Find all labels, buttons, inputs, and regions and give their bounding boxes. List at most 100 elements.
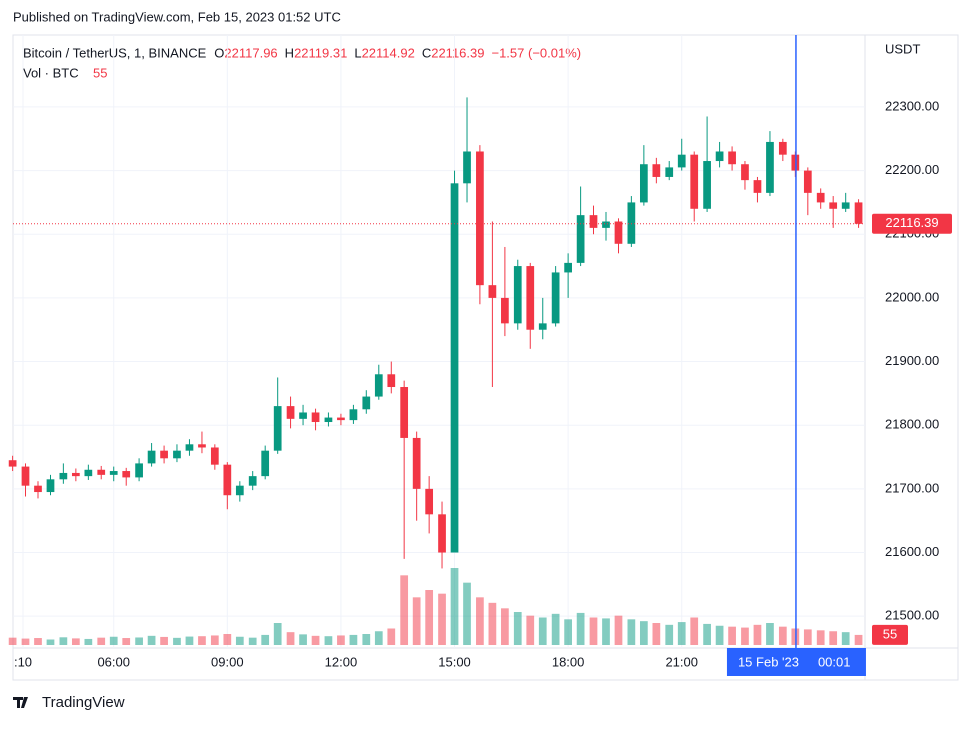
volume-bar: [450, 568, 459, 645]
volume-bar: [223, 634, 232, 645]
candle-body: [311, 412, 320, 423]
candle-body: [349, 409, 358, 421]
candle-body: [8, 460, 17, 467]
ohlc-value: 22119.31: [294, 45, 347, 60]
candle-body: [109, 471, 118, 475]
candle-body: [639, 164, 648, 203]
volume-bar: [400, 575, 409, 645]
volume-bar: [614, 615, 623, 645]
candle-body: [703, 161, 711, 209]
volume-bar: [526, 615, 535, 645]
volume-bar: [665, 624, 674, 645]
volume-bar: [829, 631, 838, 645]
candle-body: [425, 488, 434, 515]
ohlc-value: 22116.39: [431, 45, 484, 60]
volume-bar: [173, 637, 181, 645]
logo: [13, 697, 28, 708]
volume-bar: [488, 602, 497, 645]
candle-body: [488, 285, 497, 298]
volume-value: 55: [93, 65, 107, 80]
volume-bar: [639, 621, 648, 645]
candle-body: [400, 387, 409, 438]
candle-body: [438, 514, 446, 553]
volume-bar: [602, 618, 610, 645]
volume-bar: [286, 632, 295, 645]
candle-body: [665, 167, 674, 177]
candle-body: [677, 154, 686, 168]
candle-body: [829, 202, 838, 209]
candle-body: [160, 450, 168, 459]
candle-body: [614, 221, 623, 244]
ohlc-letter: C: [422, 45, 431, 60]
published-note: Published on TradingView.com, Feb 15, 20…: [13, 9, 341, 24]
candle-body: [564, 262, 572, 273]
ohlc-letter: L: [354, 45, 361, 60]
candle-body: [766, 141, 774, 193]
volume-bar: [841, 632, 850, 645]
volume-bar: [513, 612, 522, 645]
volume-bar: [147, 635, 156, 645]
volume-bar: [501, 608, 509, 645]
candle-body: [337, 417, 345, 421]
chart-frame: [12, 34, 959, 681]
candle-body: [261, 450, 270, 477]
volume-bar: [476, 597, 484, 645]
x-tick-label: :10: [14, 654, 32, 669]
volume-bar: [425, 590, 434, 645]
axis-unit: USDT: [885, 41, 920, 56]
candle-body: [387, 374, 396, 388]
x-tick-label: 15:00: [438, 654, 471, 669]
candle-body: [46, 479, 55, 493]
volume-bar: [374, 631, 383, 645]
candle-body: [551, 272, 560, 324]
volume-bar: [778, 626, 787, 645]
volume-bar: [677, 622, 686, 645]
volume-bar: [816, 630, 825, 645]
candle-body: [173, 450, 181, 459]
volume-bar: [538, 617, 547, 645]
candle-body: [122, 471, 131, 478]
volume-bar: [576, 612, 585, 645]
last-price-label: 22116.39: [885, 215, 938, 230]
candle-body: [690, 154, 699, 209]
x-tick-label: 21:00: [665, 654, 698, 669]
candle-body: [513, 266, 522, 324]
volume-bar: [109, 636, 118, 645]
volume-bar: [71, 638, 80, 645]
change: −1.57 (−0.01%): [491, 45, 581, 60]
candle-body: [476, 151, 484, 286]
volume-bar: [589, 617, 598, 645]
volume-bar: [551, 613, 560, 645]
volume-bar: [766, 623, 774, 645]
candle-body: [374, 374, 383, 397]
volume-bar: [463, 582, 471, 645]
x-tick-label: 18:00: [552, 654, 585, 669]
volume-bar: [803, 629, 812, 645]
y-tick-label: 22200.00: [885, 162, 939, 177]
y-tick-label: 21600.00: [885, 544, 939, 559]
candle-body: [248, 476, 257, 486]
ohlc-letter: O: [214, 45, 224, 60]
candle-body: [235, 485, 244, 496]
volume-bar: [235, 636, 244, 645]
candle-body: [652, 164, 661, 177]
volume-bar: [299, 634, 307, 645]
candle-body: [501, 297, 509, 324]
volume-bar: [21, 638, 30, 645]
volume-bar: [652, 623, 661, 645]
candle-body: [324, 417, 333, 423]
ohlc-letter: H: [285, 45, 294, 60]
candle-body: [816, 192, 825, 203]
candle-body: [627, 202, 636, 244]
candle-body: [210, 447, 219, 465]
candle-body: [728, 151, 736, 165]
candle-body: [84, 469, 93, 477]
candle-body: [34, 485, 42, 493]
candle-body: [59, 472, 68, 480]
volume-bar: [627, 619, 636, 645]
candle-body: [450, 183, 459, 553]
crosshair-time: 00:01: [818, 654, 851, 669]
volume-bar: [311, 635, 320, 645]
candle-body: [576, 215, 585, 263]
